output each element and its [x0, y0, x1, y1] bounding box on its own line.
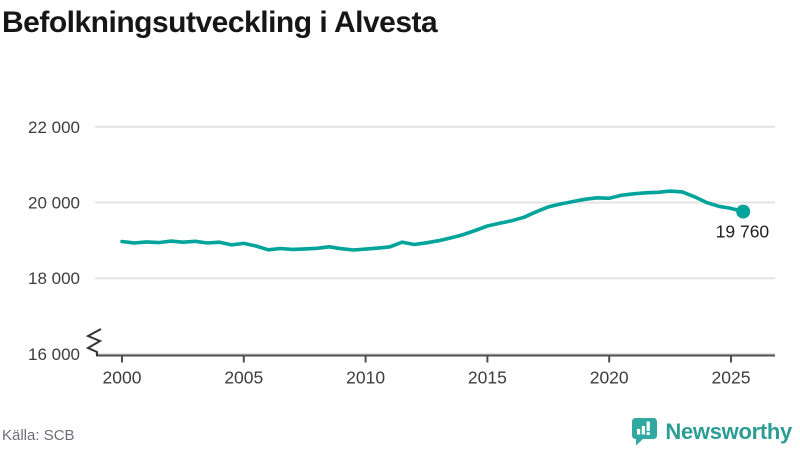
logo-exclamation-dot — [647, 432, 651, 435]
newsworthy-wordmark: Newsworthy — [665, 418, 792, 444]
series-end-dot[interactable] — [736, 204, 751, 219]
y-axis-tick-label: 22 000 — [28, 118, 80, 137]
x-axis-tick-label: 2020 — [590, 368, 629, 388]
end-value-label: 19 760 — [716, 222, 770, 242]
source-note: Källa: SCB — [2, 427, 75, 444]
y-axis-tick-label: 18 000 — [28, 269, 80, 288]
y-axis-tick-label: 20 000 — [28, 194, 80, 213]
chart-title: Befolkningsutveckling i Alvesta — [2, 6, 438, 39]
x-axis-tick-label: 2025 — [712, 368, 751, 388]
newsworthy-speech-bubble-chart-icon — [632, 418, 658, 446]
population-series-line — [120, 189, 746, 252]
x-axis-tick-label: 2015 — [468, 368, 507, 388]
x-axis-tick-label: 2005 — [224, 368, 263, 388]
x-axis-tick-label: 2000 — [103, 368, 142, 388]
logo-exclamation-bar — [647, 421, 651, 431]
newsworthy-logo: Newsworthy — [631, 417, 792, 446]
x-axis-tick-label: 2010 — [346, 368, 385, 388]
y-axis-tick-label: 16 000 — [28, 345, 80, 364]
logo-bar-small — [637, 429, 641, 435]
axis-break-icon — [85, 328, 103, 356]
logo-bar-medium — [642, 426, 646, 435]
